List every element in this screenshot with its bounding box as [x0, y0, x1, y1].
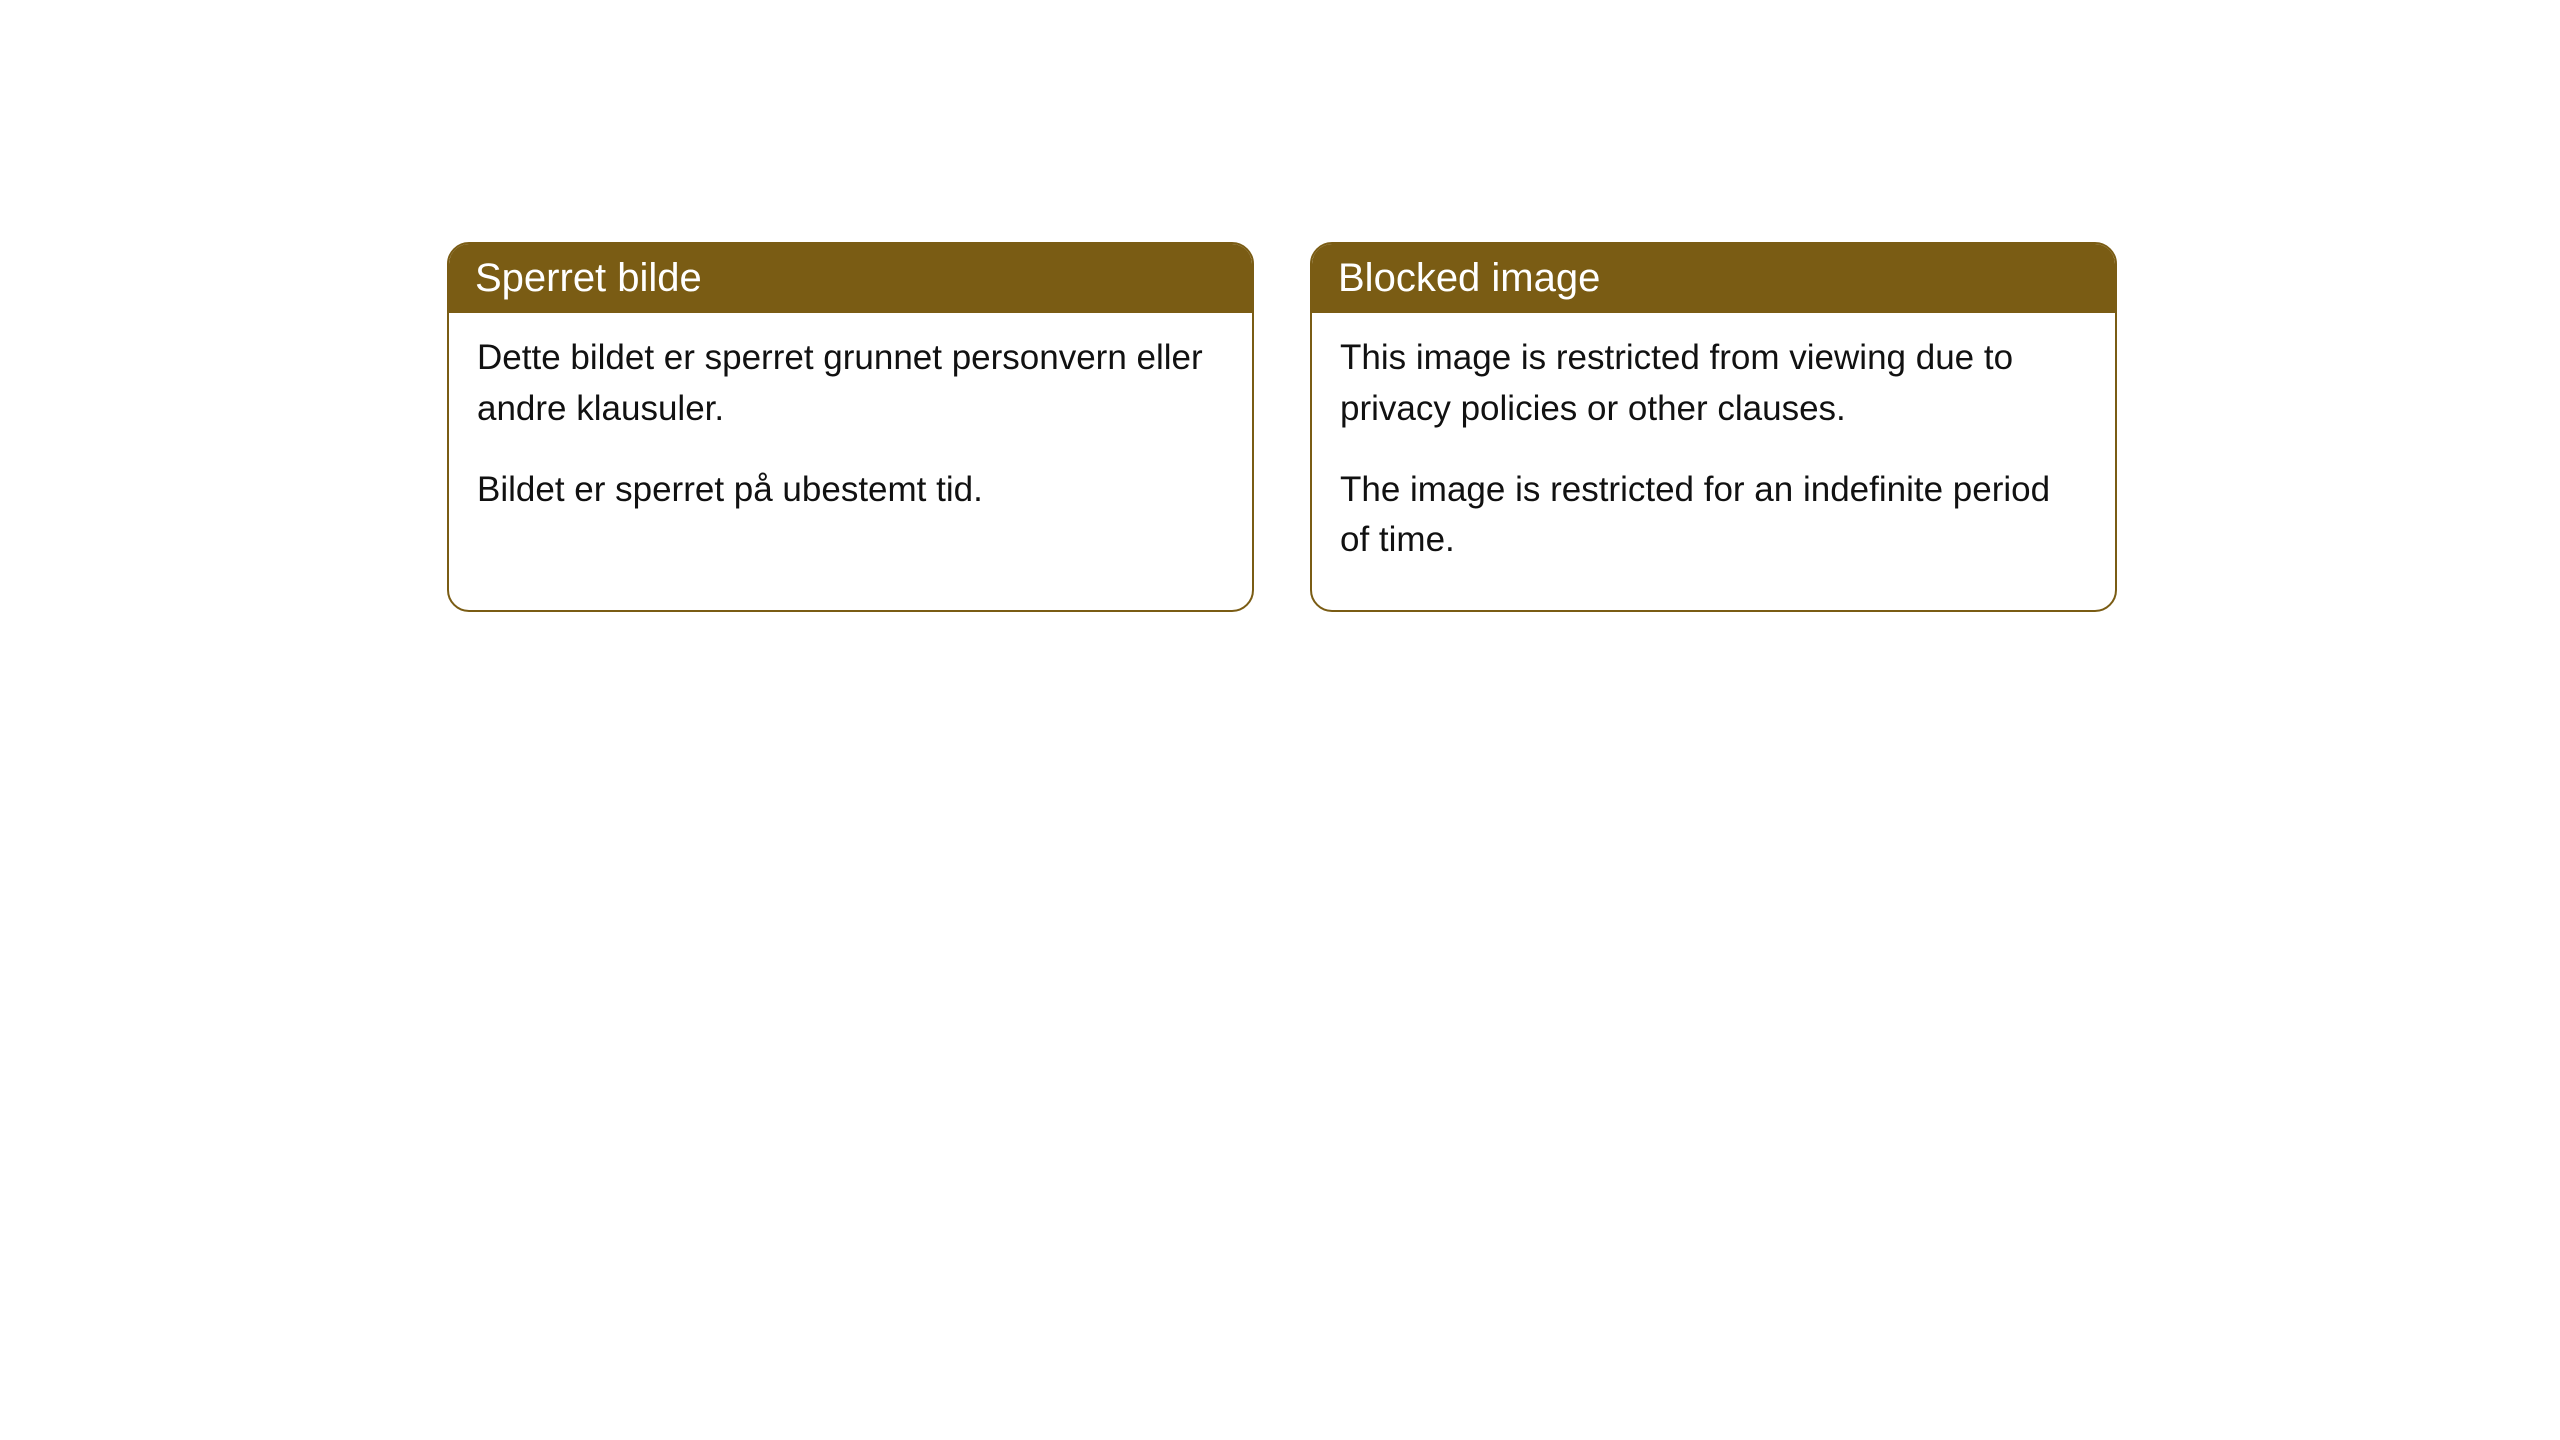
- card-norwegian: Sperret bilde Dette bildet er sperret gr…: [447, 242, 1254, 612]
- card-paragraph: The image is restricted for an indefinit…: [1340, 465, 2087, 567]
- card-paragraph: This image is restricted from viewing du…: [1340, 333, 2087, 435]
- card-paragraph: Bildet er sperret på ubestemt tid.: [477, 465, 1224, 516]
- card-header-english: Blocked image: [1312, 244, 2115, 313]
- card-paragraph: Dette bildet er sperret grunnet personve…: [477, 333, 1224, 435]
- card-english: Blocked image This image is restricted f…: [1310, 242, 2117, 612]
- card-header-norwegian: Sperret bilde: [449, 244, 1252, 313]
- card-body-english: This image is restricted from viewing du…: [1312, 313, 2115, 610]
- cards-container: Sperret bilde Dette bildet er sperret gr…: [447, 242, 2117, 612]
- card-body-norwegian: Dette bildet er sperret grunnet personve…: [449, 313, 1252, 559]
